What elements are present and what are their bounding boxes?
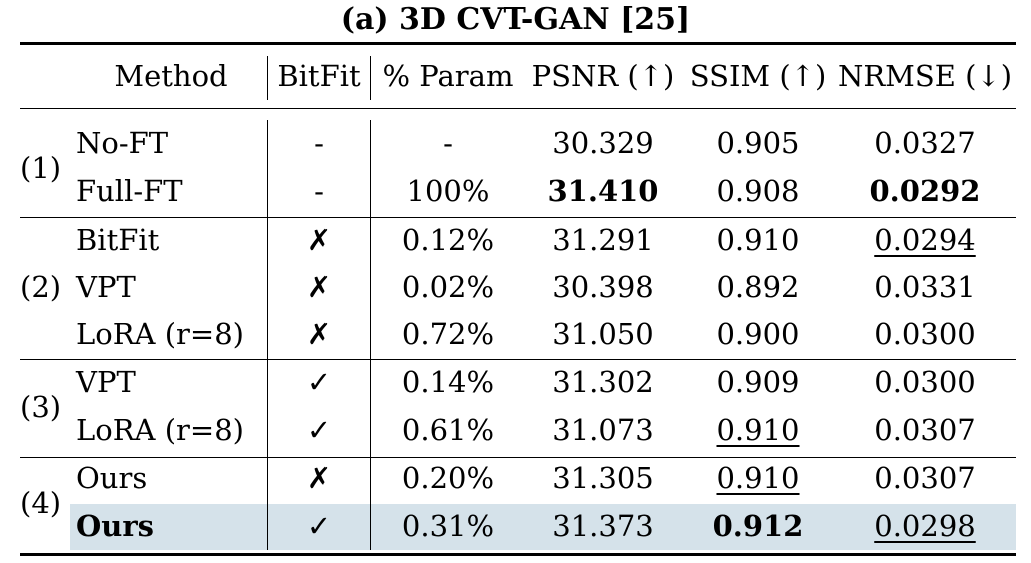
row-nrmse: 0.0327 bbox=[874, 126, 976, 160]
row-bitfit: ✗ bbox=[306, 317, 332, 351]
row-param: 0.02% bbox=[401, 270, 495, 304]
highlight-row bbox=[70, 504, 1016, 550]
row-param: 100% bbox=[406, 174, 490, 208]
group-rule-1 bbox=[20, 217, 1016, 218]
row-ssim: 0.905 bbox=[716, 126, 800, 160]
row-param: - bbox=[443, 126, 453, 160]
row-psnr: 30.329 bbox=[552, 126, 654, 160]
row-bitfit: ✓ bbox=[306, 365, 332, 399]
group-label-2: (2) bbox=[20, 270, 62, 304]
row-ssim: 0.908 bbox=[716, 174, 800, 208]
row-method: LoRA (r=8) bbox=[76, 413, 244, 447]
header-rule bbox=[20, 108, 1016, 109]
row-nrmse: 0.0307 bbox=[874, 413, 976, 447]
header-bitfit: BitFit bbox=[277, 59, 361, 93]
row-param: 0.14% bbox=[401, 365, 495, 399]
row-psnr: 31.305 bbox=[552, 461, 654, 495]
row-nrmse: 0.0294 bbox=[832, 218, 1018, 262]
row-ssim: 0.912 bbox=[712, 509, 804, 543]
row-method: Full-FT bbox=[76, 174, 183, 208]
row-nrmse: 0.0300 bbox=[874, 365, 976, 399]
row-psnr: 31.050 bbox=[552, 317, 654, 351]
row-bitfit: ✗ bbox=[306, 461, 332, 495]
row-ssim: 0.910 bbox=[716, 223, 800, 257]
row-psnr: 30.398 bbox=[552, 270, 654, 304]
row-param: 0.20% bbox=[401, 461, 495, 495]
header-method: Method bbox=[114, 59, 228, 93]
row-nrmse: 0.0307 bbox=[874, 461, 976, 495]
underlined-value: 0.910 bbox=[716, 413, 800, 447]
header-nrmse: NRMSE (↓) bbox=[837, 59, 1013, 93]
vrule-method-bitfit-body bbox=[267, 120, 268, 550]
row-bitfit: ✗ bbox=[306, 223, 332, 257]
row-ssim: 0.910 bbox=[684, 408, 832, 452]
row-bitfit: ✗ bbox=[306, 270, 332, 304]
table-title: (a) 3D CVT-GAN [25] bbox=[340, 2, 691, 37]
group-rule-2 bbox=[20, 359, 1016, 360]
row-param: 0.12% bbox=[401, 223, 495, 257]
row-method: BitFit bbox=[76, 223, 160, 257]
row-psnr: 31.302 bbox=[552, 365, 654, 399]
row-param: 0.61% bbox=[401, 413, 495, 447]
row-bitfit: - bbox=[314, 174, 324, 208]
row-ssim: 0.910 bbox=[684, 456, 832, 500]
row-nrmse: 0.0298 bbox=[832, 504, 1018, 548]
header-psnr: PSNR (↑) bbox=[531, 59, 675, 93]
row-method: VPT bbox=[76, 270, 136, 304]
row-ssim: 0.900 bbox=[716, 317, 800, 351]
row-param: 0.72% bbox=[401, 317, 495, 351]
row-ssim: 0.892 bbox=[716, 270, 800, 304]
group-label-1: (1) bbox=[20, 151, 62, 185]
vrule-bitfit-param-body bbox=[370, 120, 371, 550]
group-label-3: (3) bbox=[20, 390, 62, 424]
row-param: 0.31% bbox=[401, 509, 495, 543]
row-method: Ours bbox=[76, 461, 148, 495]
row-method: LoRA (r=8) bbox=[76, 317, 244, 351]
underlined-value: 0.0294 bbox=[874, 223, 976, 257]
row-nrmse: 0.0292 bbox=[869, 174, 981, 208]
vrule-bitfit-param bbox=[370, 56, 371, 100]
row-method: No-FT bbox=[76, 126, 169, 160]
vrule-method-bitfit bbox=[267, 56, 268, 100]
row-nrmse: 0.0331 bbox=[874, 270, 976, 304]
underlined-value: 0.910 bbox=[716, 461, 800, 495]
header-ssim: SSIM (↑) bbox=[689, 59, 827, 93]
bottom-rule bbox=[20, 553, 1016, 556]
group-label-4: (4) bbox=[20, 486, 62, 520]
row-bitfit: ✓ bbox=[306, 509, 332, 543]
underlined-value: 0.0298 bbox=[874, 509, 976, 543]
header-param: % Param bbox=[382, 59, 514, 93]
row-ssim: 0.909 bbox=[716, 365, 800, 399]
row-psnr: 31.410 bbox=[547, 174, 659, 208]
row-psnr: 31.291 bbox=[552, 223, 654, 257]
row-method: Ours bbox=[76, 509, 154, 543]
row-bitfit: - bbox=[314, 126, 324, 160]
row-nrmse: 0.0300 bbox=[874, 317, 976, 351]
group-rule-3 bbox=[20, 457, 1016, 458]
row-psnr: 31.373 bbox=[552, 509, 654, 543]
top-rule bbox=[20, 42, 1016, 45]
row-bitfit: ✓ bbox=[306, 413, 332, 447]
row-psnr: 31.073 bbox=[552, 413, 654, 447]
row-method: VPT bbox=[76, 365, 136, 399]
